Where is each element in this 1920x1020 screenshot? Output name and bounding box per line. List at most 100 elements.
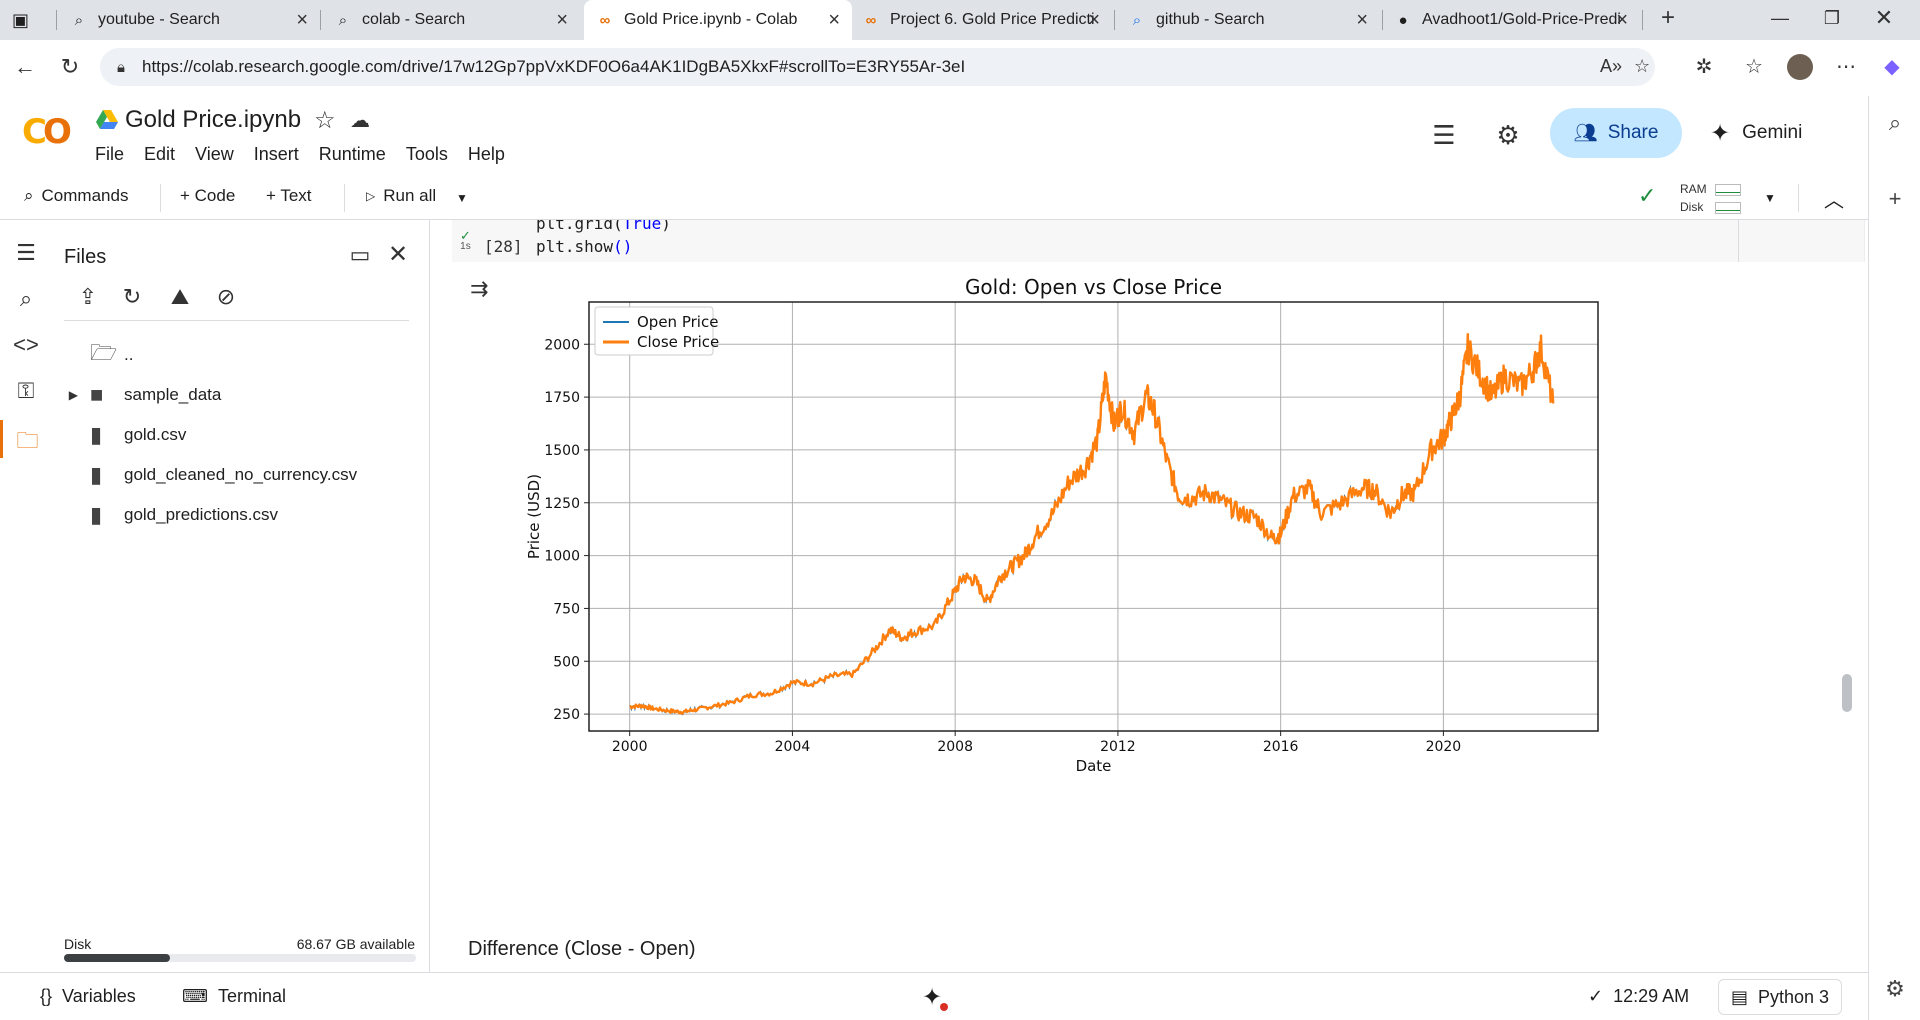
close-tab-icon[interactable]: ×	[1356, 9, 1368, 31]
url-text[interactable]: https://colab.research.google.com/drive/…	[142, 57, 966, 76]
minimize-icon[interactable]: —	[1771, 8, 1789, 28]
variables-button[interactable]: {} Variables	[40, 986, 136, 1007]
expand-caret-icon[interactable]: ▶	[68, 388, 78, 402]
execution-status[interactable]: ✓ 12:29 AM	[1588, 986, 1689, 1007]
add-code-button[interactable]: + Code	[180, 186, 236, 205]
commands-button[interactable]: ⌕ Commands	[24, 186, 128, 206]
new-tab-icon[interactable]: +	[1660, 4, 1675, 31]
settings-gear-icon[interactable]: ⚙	[1496, 120, 1520, 150]
browser-tab[interactable]: ● Avadhoot1/Gold-Price-Predi ×	[1386, 0, 1640, 40]
notebook-toolbar: ⌕ Commands + Code + Text ▷ Run all ▼ ✓ R…	[0, 176, 1868, 220]
close-tab-icon[interactable]: ×	[828, 9, 840, 31]
refresh-icon[interactable]: ↻	[60, 54, 80, 79]
code-snippets-icon[interactable]: <>	[13, 332, 39, 357]
folder-open-icon: 🗁︎	[90, 340, 118, 365]
resource-labels[interactable]: RAM Disk	[1680, 180, 1707, 216]
file-name: gold_predictions.csv	[124, 505, 279, 524]
profile-avatar[interactable]	[1784, 54, 1816, 86]
restore-icon[interactable]: ❐	[1823, 8, 1841, 28]
menu-help[interactable]: Help	[467, 144, 505, 164]
browser-tab[interactable]: ⌕ youtube - Search ×	[62, 0, 320, 40]
file-row[interactable]: ▮ gold_cleaned_no_currency.csv	[52, 460, 357, 490]
menu-runtime[interactable]: Runtime	[318, 144, 386, 164]
menu-tools[interactable]: Tools	[405, 144, 448, 164]
more-menu-icon[interactable]: ⋯	[1836, 56, 1856, 78]
menu-file[interactable]: File	[95, 144, 125, 164]
code-cell[interactable]: ✓ 1s [28] plt.grid(True) plt.show()	[452, 220, 1865, 262]
variables-icon: {}	[40, 986, 53, 1006]
cloud-saved-icon[interactable]: ☁	[350, 110, 370, 132]
settings-gear-icon[interactable]: ⚙	[1885, 976, 1905, 1001]
file-name: ..	[124, 345, 134, 364]
y-tick-label: 750	[553, 601, 580, 617]
extensions-icon[interactable]: ✲	[1695, 56, 1713, 78]
open-in-window-icon[interactable]: ▭	[349, 242, 371, 267]
hide-files-icon[interactable]: ⊘	[216, 284, 236, 309]
close-price-line	[629, 333, 1555, 715]
secrets-key-icon[interactable]: ⚿	[17, 378, 35, 403]
drive-icon[interactable]	[96, 110, 118, 130]
code-line[interactable]: plt.show()	[536, 237, 632, 256]
gemini-button[interactable]: ✦ Gemini	[1710, 108, 1802, 158]
notebook-title[interactable]: Gold Price.ipynb	[125, 106, 302, 133]
close-tab-icon[interactable]: ×	[556, 9, 568, 31]
favorites-icon[interactable]: ☆	[1745, 56, 1763, 78]
gemini-sparkle-icon: ✦	[1710, 119, 1731, 147]
share-button[interactable]: 👥︎ Share	[1550, 108, 1682, 158]
menu-insert[interactable]: Insert	[253, 144, 299, 164]
refresh-icon[interactable]: ↻	[122, 284, 142, 309]
favorite-star-icon[interactable]: ☆	[1634, 56, 1651, 76]
add-text-button[interactable]: + Text	[266, 186, 312, 205]
comments-icon[interactable]: ☰	[1432, 120, 1456, 150]
y-tick-label: 1500	[544, 443, 580, 459]
close-tab-icon[interactable]: ×	[1616, 9, 1628, 31]
gemini-status-icon[interactable]: ✦	[922, 983, 948, 1012]
copilot-icon[interactable]: ◆	[1884, 56, 1900, 78]
plot-frame	[588, 301, 1599, 732]
runtime-dropdown-icon[interactable]: ▼	[1764, 191, 1776, 205]
table-of-contents-icon[interactable]: ☰	[16, 240, 36, 265]
files-folder-icon[interactable]: 🗀︎	[0, 420, 52, 458]
site-info-icon[interactable]: 🔒︎	[117, 58, 125, 76]
chart-title: Gold: Open vs Close Price	[965, 275, 1222, 299]
back-icon[interactable]: ←	[14, 54, 36, 79]
upload-file-icon[interactable]: ⇪	[78, 284, 98, 309]
menu-edit[interactable]: Edit	[144, 144, 176, 164]
colab-logo[interactable]: CO	[22, 112, 72, 152]
code-line-prev[interactable]: plt.grid(True)	[536, 220, 671, 233]
read-aloud-icon[interactable]: A»	[1600, 56, 1623, 76]
tab-title: Gold Price.ipynb - Colab	[624, 11, 798, 28]
file-row-folder[interactable]: ▶ ■ sample_data	[52, 380, 222, 410]
close-tab-icon[interactable]: ×	[1088, 9, 1100, 31]
resource-meters[interactable]	[1715, 184, 1741, 220]
address-bar[interactable]: 🔒︎ https://colab.research.google.com/dri…	[100, 48, 1655, 86]
menu-bar: File Edit View Insert Runtime Tools Help	[95, 144, 525, 165]
run-all-dropdown-icon[interactable]: ▼	[456, 191, 468, 205]
add-panel-icon[interactable]: +	[1888, 186, 1902, 211]
mount-drive-icon[interactable]: ⛰	[170, 284, 190, 309]
file-row-parent[interactable]: 🗁︎ ..	[52, 340, 133, 370]
terminal-button[interactable]: ⌨ Terminal	[182, 986, 286, 1007]
runtime-button[interactable]: ▤ Python 3	[1718, 979, 1843, 1015]
close-tab-icon[interactable]: ×	[296, 9, 308, 31]
runtime-label: Python 3	[1758, 986, 1830, 1007]
gold-price-chart: Gold: Open vs Close Price Date Price (US…	[525, 275, 1599, 775]
find-replace-icon[interactable]: ⌕	[19, 286, 33, 311]
browser-tab[interactable]: ⌕ colab - Search ×	[326, 0, 580, 40]
star-icon[interactable]: ☆	[314, 107, 336, 134]
file-row[interactable]: ▮ gold.csv	[52, 420, 186, 450]
browser-tab[interactable]: ∞ Project 6. Gold Price Predicti ×	[856, 0, 1112, 40]
close-pane-icon[interactable]: ✕	[387, 241, 409, 268]
run-all-button[interactable]: ▷ Run all	[366, 186, 436, 206]
menu-view[interactable]: View	[195, 144, 234, 164]
tab-actions-icon[interactable]: ▣	[12, 9, 30, 30]
output-actions-icon[interactable]: ⇉	[470, 276, 489, 301]
browser-tab-active[interactable]: ∞ Gold Price.ipynb - Colab ×	[584, 0, 852, 40]
browser-tab[interactable]: ⌕ github - Search ×	[1120, 0, 1380, 40]
folder-icon: ■	[90, 382, 104, 407]
search-icon[interactable]: ⌕	[1888, 110, 1902, 135]
collapse-chevron-icon[interactable]: ︿	[1824, 190, 1844, 212]
scrollbar-thumb[interactable]	[1842, 674, 1852, 712]
file-row[interactable]: ▮ gold_predictions.csv	[52, 500, 278, 530]
close-window-icon[interactable]: ✕	[1874, 5, 1894, 30]
